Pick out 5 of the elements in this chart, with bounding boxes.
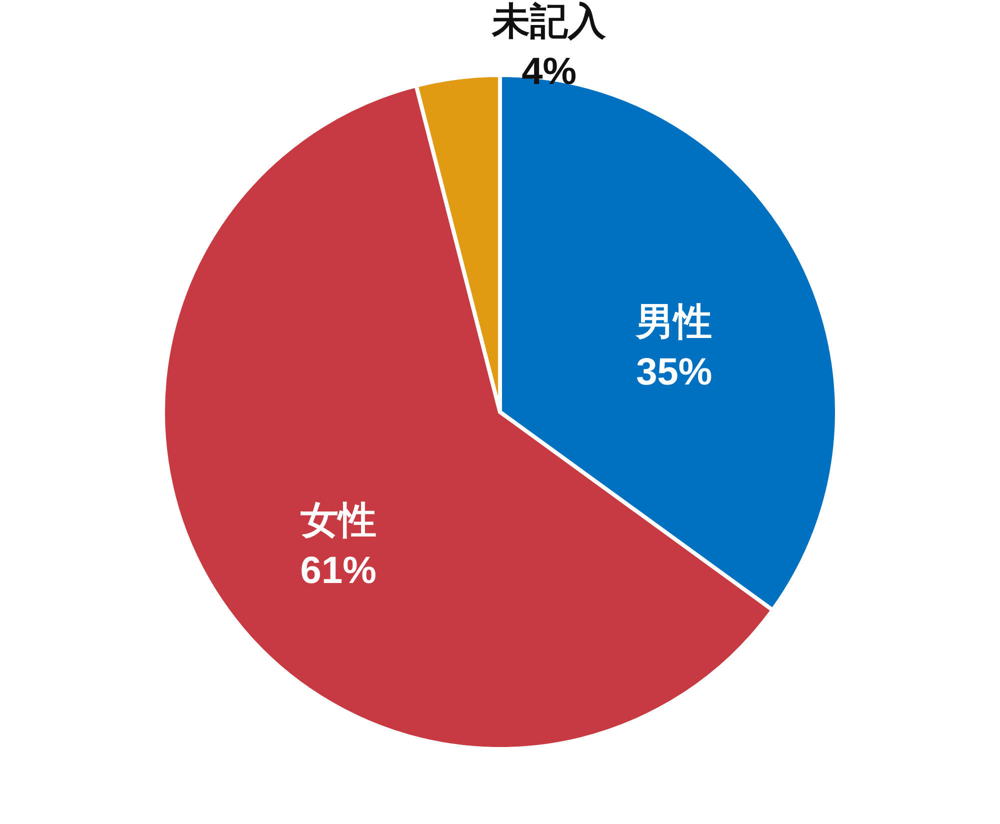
data-label: 61% <box>300 550 376 592</box>
data-label: 35% <box>636 351 712 394</box>
slice-label: 未記入 <box>491 1 608 44</box>
slice-label: 女性 <box>300 500 376 542</box>
slice-label: 男性 <box>635 301 712 344</box>
